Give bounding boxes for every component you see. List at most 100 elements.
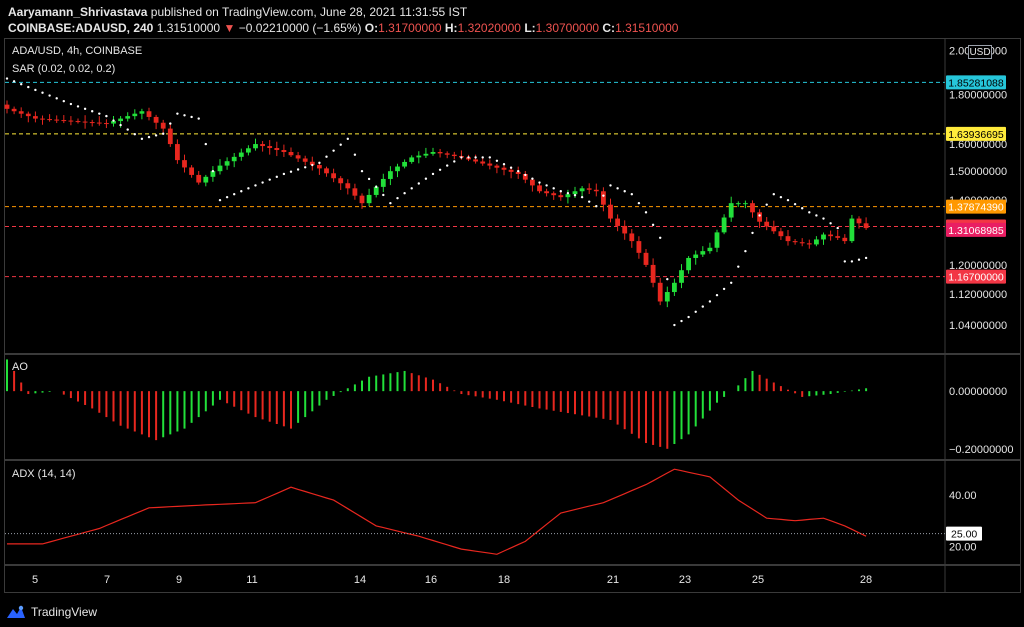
candle-body xyxy=(700,251,706,255)
candle-body xyxy=(160,122,166,129)
sar-dot xyxy=(304,166,307,169)
candle-body xyxy=(338,178,344,184)
candle-body xyxy=(182,160,187,168)
candle xyxy=(629,229,635,248)
sar-dot xyxy=(673,323,676,327)
candle xyxy=(224,157,230,170)
candle-body xyxy=(82,121,88,123)
candle xyxy=(231,152,237,168)
candle xyxy=(395,163,400,178)
candle xyxy=(814,236,819,247)
sar-dot xyxy=(680,319,683,323)
candle-body xyxy=(451,154,457,157)
sar-dot xyxy=(396,196,399,200)
candle xyxy=(544,188,549,197)
adx-axis-tick: 20.00 xyxy=(949,542,977,554)
price-level-label-bg xyxy=(946,126,1006,141)
candle-body xyxy=(40,118,45,120)
time-axis-tick: 7 xyxy=(104,574,110,586)
candle xyxy=(593,183,599,197)
candle xyxy=(75,118,81,124)
sar-dot xyxy=(382,193,385,197)
candle xyxy=(537,183,542,194)
candle-body xyxy=(664,292,670,302)
sar-dot xyxy=(431,172,435,176)
sar-dot xyxy=(289,170,293,173)
candle xyxy=(125,112,131,122)
time-axis-tick: 11 xyxy=(246,574,257,586)
sar-dot xyxy=(417,182,420,185)
last-price: 1.31510000 xyxy=(156,21,221,35)
candle-body xyxy=(508,169,514,172)
sar-dot xyxy=(197,117,200,120)
sar-dot xyxy=(438,168,442,171)
candle-body xyxy=(430,152,436,154)
candle xyxy=(196,170,202,185)
sar-dot xyxy=(488,156,491,159)
sar-dot xyxy=(34,88,37,92)
candle-body xyxy=(444,153,450,155)
candle xyxy=(359,193,365,209)
candle-body xyxy=(167,128,173,145)
candle-body xyxy=(11,108,17,112)
adx-indicator-label[interactable]: ADX (14, 14) xyxy=(12,468,76,480)
candle xyxy=(402,159,407,169)
sar-dot xyxy=(580,195,584,199)
candle xyxy=(622,220,628,240)
candle-body xyxy=(643,252,649,265)
sar-dot xyxy=(62,99,65,103)
currency-button[interactable]: USD xyxy=(968,45,992,59)
candle-body xyxy=(473,159,478,162)
tradingview-footer[interactable]: TradingView xyxy=(6,602,97,622)
candle-body xyxy=(409,157,415,162)
candle xyxy=(643,248,649,267)
candle-body xyxy=(743,203,748,205)
candle xyxy=(863,217,869,230)
candle xyxy=(743,200,748,209)
candle-body xyxy=(558,195,564,198)
candle xyxy=(345,179,351,195)
price-axis-tick: 1.20000000 xyxy=(949,260,1007,272)
candle xyxy=(25,111,31,123)
candle-body xyxy=(61,120,67,122)
candle xyxy=(132,109,138,120)
price-axis-tick: 1.04000000 xyxy=(949,320,1007,332)
candle xyxy=(11,106,17,115)
sar-dot xyxy=(659,236,662,240)
candle-body xyxy=(317,165,322,169)
sar-indicator-label[interactable]: SAR (0.02, 0.02, 0.2) xyxy=(12,63,116,75)
time-axis-tick: 25 xyxy=(752,574,764,586)
candle xyxy=(380,173,386,193)
candle-body xyxy=(693,254,699,258)
candle xyxy=(842,234,848,244)
candle-body xyxy=(629,233,635,242)
adx-reference-label-bg xyxy=(946,526,982,541)
price-level-label: 1.85281088 xyxy=(946,75,1006,90)
sar-dot xyxy=(240,190,243,193)
sar-dot xyxy=(225,195,229,199)
candle xyxy=(799,238,805,247)
ao-indicator-label[interactable]: AO xyxy=(12,361,28,373)
candle xyxy=(437,148,443,158)
candle xyxy=(295,151,301,162)
sar-dot xyxy=(509,166,513,169)
sar-dot xyxy=(595,205,598,208)
candle-body xyxy=(302,158,308,162)
sar-dot xyxy=(616,187,619,190)
sar-dot xyxy=(502,163,506,166)
candle-body xyxy=(601,191,606,205)
candle-body xyxy=(388,171,393,179)
candle xyxy=(806,239,812,249)
sar-dot xyxy=(531,177,534,180)
chart-canvas[interactable]: 2.000000001.800000001.600000001.50000000… xyxy=(0,0,1024,600)
sar-dot xyxy=(836,226,839,230)
symbol-label: ADA/USD, 4h, COINBASE xyxy=(12,45,143,57)
candle xyxy=(210,166,216,182)
sar-dot xyxy=(602,194,605,197)
candle xyxy=(750,200,755,218)
sar-dot xyxy=(453,160,456,163)
candle xyxy=(771,220,777,234)
sar-dot xyxy=(147,135,151,139)
candle xyxy=(309,156,315,171)
author-name[interactable]: Aaryamann_Shrivastava xyxy=(8,5,148,19)
